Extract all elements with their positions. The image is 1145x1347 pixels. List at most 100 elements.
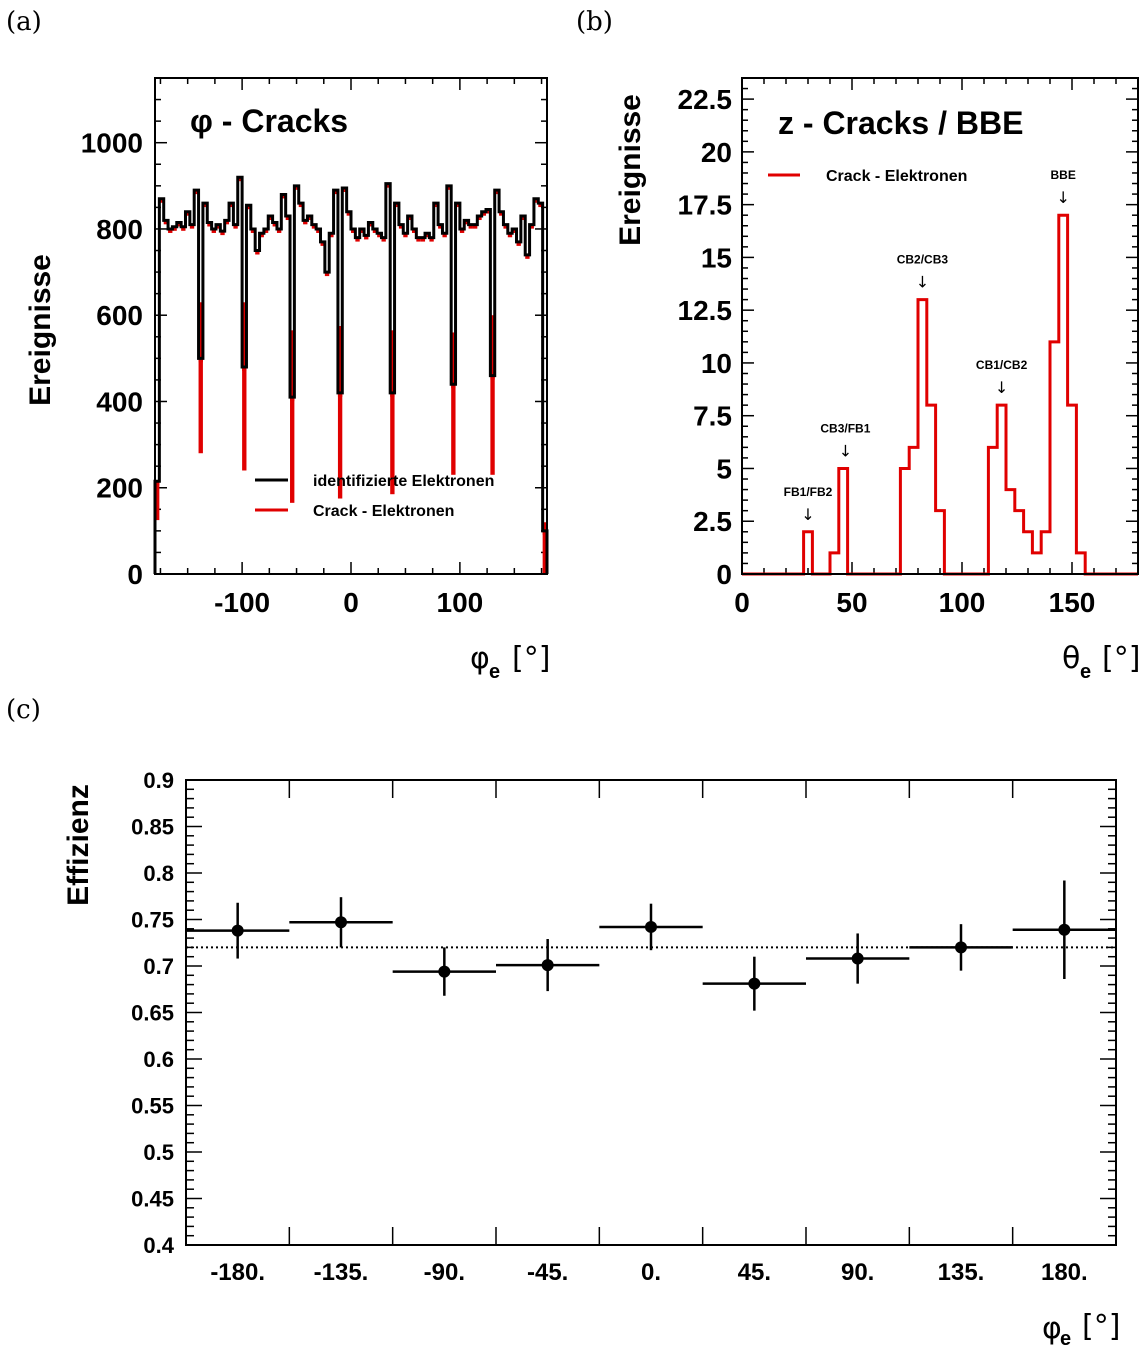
- legend-label-crack-b: Crack - Elektronen: [826, 168, 967, 185]
- crack-annotation-label: CB3/FB1: [820, 421, 870, 435]
- panel-b-ticks: 0 2.5 5 7.5 10 12.5 15 17.5 20 22.5 0 50 100 150: [678, 78, 1138, 618]
- x-tick-label: 180.: [1041, 1259, 1088, 1286]
- crack-bin-cap: [398, 224, 404, 229]
- x-tick-label: -45.: [527, 1259, 568, 1286]
- crack-bin-cap: [359, 228, 365, 233]
- y-tick-label: 7.5: [693, 401, 732, 432]
- identified-histogram: [153, 175, 549, 574]
- crack-bin-cap: [433, 203, 439, 208]
- crack-bin-cap: [159, 198, 164, 203]
- crack-bin-cap: [372, 228, 378, 233]
- crack-bin-cap: [215, 224, 221, 229]
- y-tick-label: 600: [96, 300, 143, 331]
- panel-label-c: (c): [6, 695, 41, 725]
- crack-bin-cap: [477, 216, 482, 221]
- x-tick-label: 90.: [841, 1259, 874, 1286]
- panel-a-xlabel-unit: [°]: [512, 641, 550, 676]
- crack-bin-cap: [512, 228, 517, 233]
- crack-bin-cap: [342, 187, 347, 192]
- panel-c-frame: [185, 779, 1117, 1246]
- y-tick-label: 0.4: [143, 1233, 174, 1258]
- crack-bin: [337, 326, 343, 499]
- panel-c-xlabel-sub: e: [1060, 1328, 1071, 1347]
- panel-a-frame: [154, 77, 548, 575]
- crack-bin-cap: [529, 224, 534, 229]
- crack-bin-cap: [320, 241, 325, 246]
- panel-b-xlabel-symbol: θ: [1062, 641, 1080, 676]
- crack-bin-cap: [503, 224, 508, 229]
- x-tick-label: 0.: [641, 1259, 661, 1286]
- y-tick-label: 0.85: [131, 815, 174, 840]
- panel-b-frame: [741, 77, 1139, 575]
- crack-bin-cap: [290, 397, 295, 402]
- y-tick-label: 0.5: [143, 1140, 174, 1165]
- x-tick-label: 135.: [938, 1259, 985, 1286]
- efficiency-point: [645, 920, 657, 933]
- crack-bin-cap: [155, 481, 160, 486]
- y-tick-label: 400: [96, 386, 143, 417]
- crack-annotation-arrow: ↓: [995, 378, 1008, 397]
- y-tick-label: 20: [701, 137, 732, 168]
- crack-bin-cap: [346, 211, 351, 216]
- crack-bin-cap: [211, 228, 216, 233]
- panel-a-data: [153, 175, 549, 574]
- legend-label-identified: identifizierte Elektronen: [313, 473, 494, 490]
- crack-bin-cap: [438, 224, 443, 229]
- y-tick-label: 10: [701, 348, 732, 379]
- crack-bin-cap: [446, 185, 452, 190]
- panel-a-xlabel-symbol: φ: [470, 641, 490, 676]
- crack-bin-cap: [316, 228, 321, 233]
- crack-bin: [451, 332, 456, 475]
- y-tick-label: 200: [96, 473, 143, 504]
- x-tick-label: -180.: [210, 1259, 265, 1286]
- y-tick-label: 0: [716, 559, 732, 590]
- panel-a-ylabel: Ereignisse: [24, 254, 57, 406]
- efficiency-point: [541, 959, 554, 972]
- crack-annotation-arrow: ↓: [801, 505, 814, 524]
- crack-bin-cap: [499, 211, 504, 216]
- x-tick-label: 150: [1049, 587, 1096, 618]
- efficiency-point: [955, 941, 967, 954]
- panel-c-ylabel: Effizienz: [62, 784, 95, 906]
- crack-bin: [290, 330, 295, 503]
- crack-bin-cap: [520, 216, 526, 221]
- crack-bin-cap: [390, 392, 395, 397]
- panel-b-annotations: FB1/FB2 ↓ CB3/FB1 ↓ CB2/CB3 ↓ CB1/CB2 ↓ BBE ↓: [784, 168, 1076, 524]
- y-tick-label: 15: [701, 242, 732, 273]
- x-tick-label: 100: [437, 587, 484, 618]
- x-tick-label: 0: [734, 587, 750, 618]
- crack-bin-cap: [403, 233, 408, 238]
- crack-bin-cap: [468, 224, 473, 229]
- x-tick-label: -100: [214, 587, 270, 618]
- panel-a-phi-cracks: 0 200 400 600 800 1000 -100 0 100 φ - Cracks Ere…: [24, 77, 550, 683]
- crack-bin: [198, 302, 203, 454]
- crack-bin-cap: [490, 375, 495, 380]
- crack-bin-cap: [259, 233, 264, 238]
- crack-bin: [542, 522, 547, 574]
- x-tick-label: 100: [939, 587, 986, 618]
- crack-bin-cap: [185, 211, 190, 216]
- crack-bin-cap: [202, 203, 208, 208]
- y-tick-label: 0.9: [143, 768, 174, 793]
- panel-label-a: (a): [6, 7, 42, 37]
- y-tick-label: 0.7: [143, 954, 174, 979]
- crack-annotation-label: BBE: [1051, 168, 1076, 182]
- crack-bin-cap: [250, 228, 256, 233]
- crack-bin: [155, 481, 160, 521]
- y-tick-label: 0.75: [131, 908, 174, 933]
- crack-bin-cap: [394, 203, 399, 208]
- crack-bin-cap: [168, 228, 173, 233]
- crack-bin-cap: [481, 211, 487, 216]
- y-tick-label: 0: [127, 559, 143, 590]
- crack-bin-cap: [455, 203, 460, 208]
- crack-bin-cap: [255, 250, 260, 255]
- panel-b-z-cracks: 0 2.5 5 7.5 10 12.5 15 17.5 20 22.5 0 50 100 150 FB1/…: [614, 77, 1140, 683]
- x-tick-label: 50: [836, 587, 867, 618]
- crack-bin-cap: [507, 233, 513, 238]
- y-tick-label: 12.5: [678, 295, 733, 326]
- crack-annotation-arrow: ↓: [916, 273, 929, 292]
- crack-bin: [242, 302, 247, 471]
- y-tick-label: 17.5: [678, 190, 733, 221]
- y-tick-label: 2.5: [693, 506, 732, 537]
- panel-a-ticks: 0 200 400 600 800 1000 -100 0 100: [81, 78, 547, 618]
